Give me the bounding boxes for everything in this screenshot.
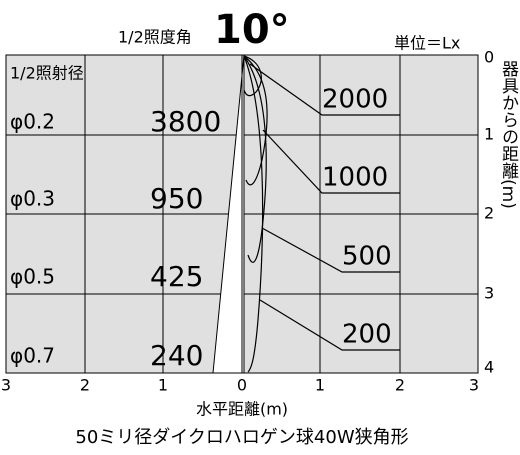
x-axis-label: 水平距離(m): [196, 400, 288, 419]
half-angle-label: 1/2照度角: [118, 28, 192, 47]
contours: [243, 55, 400, 373]
x-tick-label: 2: [80, 376, 90, 395]
y-axis: 0 1 2 3 4 器具からの距離(m): [484, 48, 519, 377]
x-tick-label: 3: [469, 376, 479, 395]
diameter: φ0.7: [10, 344, 55, 368]
x-tick-label: 1: [315, 376, 325, 395]
contour-label: 2000: [322, 85, 388, 115]
x-axis: 3 2 1 0 1 2 3 水平距離(m): [1, 376, 479, 419]
diameter: φ0.5: [10, 265, 55, 289]
unit: 単位＝Lx: [394, 34, 460, 53]
diameter: φ0.2: [10, 110, 55, 134]
illuminance: 240: [150, 339, 203, 372]
beam-wedge: [212, 54, 245, 374]
y-axis-label: 器具からの距離(m): [498, 60, 519, 209]
illuminance: 950: [150, 182, 203, 215]
x-tick-label: 0: [237, 376, 247, 395]
diameter: φ0.3: [10, 187, 55, 211]
y-tick-label: 3: [484, 284, 494, 303]
y-tick-label: 2: [484, 204, 494, 223]
illuminance: 425: [150, 260, 203, 293]
leader-line: [261, 227, 400, 273]
diameter-label: 1/2照射径: [10, 64, 84, 83]
x-tick-label: 1: [158, 376, 168, 395]
contour-label: 1000: [322, 163, 388, 193]
y-tick-label: 1: [484, 125, 494, 144]
illuminance: 3800: [150, 105, 221, 138]
contour-label: 500: [342, 242, 392, 272]
contour-curve: [243, 55, 268, 186]
contour-curve: [243, 55, 267, 263]
footer-title: 50ミリ径ダイクロハロゲン球40W狭角形: [75, 427, 408, 448]
leader-line: [262, 129, 400, 194]
contour-curve: [243, 55, 264, 373]
x-tick-label: 3: [1, 376, 11, 395]
leader-line: [249, 63, 400, 116]
contour-curve: [243, 55, 262, 97]
x-tick-label: 2: [395, 376, 405, 395]
contour-label: 200: [342, 320, 392, 350]
y-tick-label: 0: [484, 48, 494, 67]
leader-line: [259, 299, 400, 351]
angle: 10°: [214, 7, 290, 53]
y-tick-label: 4: [484, 358, 494, 377]
